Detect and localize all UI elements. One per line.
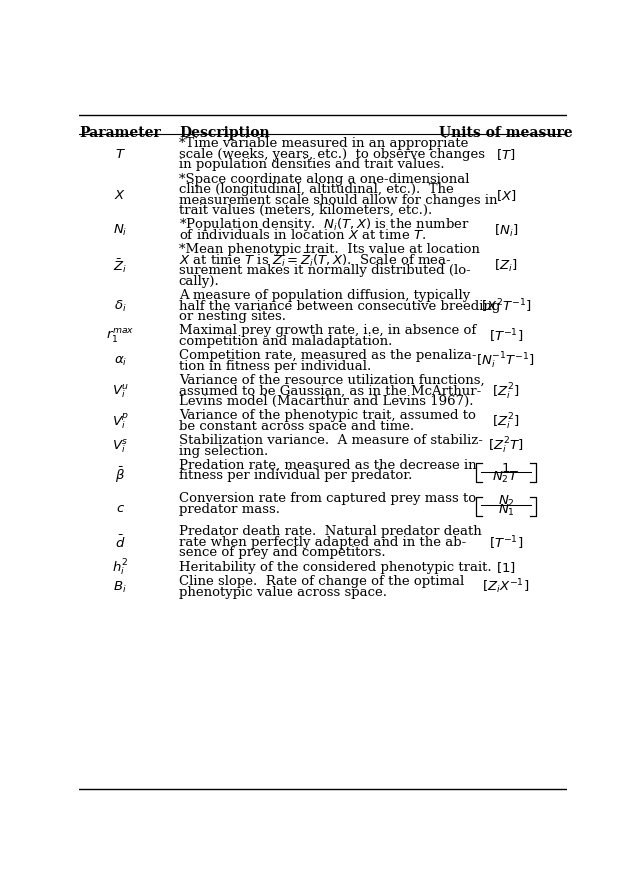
Text: $X$ at time $T$ is $\bar{Z}_i = \bar{Z}_i(T,X)$.  Scale of mea-: $X$ at time $T$ is $\bar{Z}_i = \bar{Z}_… (179, 251, 452, 269)
Text: $[N_i]$: $[N_i]$ (494, 222, 518, 239)
Text: fitness per individual per predator.: fitness per individual per predator. (179, 469, 412, 482)
Text: $[Z_i X^{-1}]$: $[Z_i X^{-1}]$ (483, 578, 530, 596)
Text: scale (weeks, years, etc.)  to observe changes: scale (weeks, years, etc.) to observe ch… (179, 148, 485, 161)
Text: $r_1^{max}$: $r_1^{max}$ (106, 328, 134, 345)
Text: $V_i^s$: $V_i^s$ (112, 437, 129, 455)
Text: of individuals in location $X$ at time $T$.: of individuals in location $X$ at time $… (179, 229, 426, 242)
Text: $[Z_i^2 T]$: $[Z_i^2 T]$ (488, 436, 524, 457)
Text: be constant across space and time.: be constant across space and time. (179, 420, 414, 433)
Text: half the variance between consecutive breeding: half the variance between consecutive br… (179, 300, 500, 312)
Text: trait values (meters, kilometers, etc.).: trait values (meters, kilometers, etc.). (179, 204, 432, 217)
Text: predator mass.: predator mass. (179, 503, 280, 515)
Text: ing selection.: ing selection. (179, 445, 268, 457)
Text: $[Z_i^2]$: $[Z_i^2]$ (492, 381, 520, 401)
Text: Variance of the resource utilization functions,: Variance of the resource utilization fun… (179, 374, 484, 387)
Text: tion in fitness per individual.: tion in fitness per individual. (179, 360, 371, 373)
Text: *Time variable measured in an appropriate: *Time variable measured in an appropriat… (179, 137, 468, 150)
Text: $V_i^u$: $V_i^u$ (112, 383, 129, 400)
Text: $[T^{-1}]$: $[T^{-1}]$ (489, 328, 523, 345)
Text: Cline slope.  Rate of change of the optimal: Cline slope. Rate of change of the optim… (179, 575, 464, 588)
Text: in population densities and trait values.: in population densities and trait values… (179, 158, 444, 171)
Text: $T$: $T$ (115, 148, 126, 161)
Text: $[X]$: $[X]$ (496, 188, 516, 203)
Text: Variance of the phenotypic trait, assumed to: Variance of the phenotypic trait, assume… (179, 409, 476, 423)
Text: $\bar{\beta}$: $\bar{\beta}$ (115, 465, 125, 485)
Text: phenotypic value across space.: phenotypic value across space. (179, 586, 387, 598)
Text: $[X^2T^{-1}]$: $[X^2T^{-1}]$ (481, 297, 531, 315)
Text: $N_2$: $N_2$ (498, 494, 514, 509)
Text: Units of measure: Units of measure (439, 126, 573, 140)
Text: Maximal prey growth rate, i.e, in absence of: Maximal prey growth rate, i.e, in absenc… (179, 324, 476, 337)
Text: $\delta_i$: $\delta_i$ (114, 299, 127, 314)
Text: Conversion rate from captured prey mass to: Conversion rate from captured prey mass … (179, 492, 476, 506)
Text: $[T]$: $[T]$ (496, 147, 516, 162)
Text: Predation rate, measured as the decrease in: Predation rate, measured as the decrease… (179, 459, 476, 472)
Text: measurement scale should allow for changes in: measurement scale should allow for chang… (179, 194, 497, 206)
Text: $B_i$: $B_i$ (113, 579, 127, 595)
Text: cline (longitudinal, altitudinal, etc.).  The: cline (longitudinal, altitudinal, etc.).… (179, 183, 454, 196)
Text: cally).: cally). (179, 275, 220, 287)
Text: competition and maladaptation.: competition and maladaptation. (179, 335, 392, 348)
Text: $[1]$: $[1]$ (496, 560, 516, 575)
Text: Parameter: Parameter (79, 126, 161, 140)
Text: $N_1$: $N_1$ (498, 503, 515, 518)
Text: $[T^{-1}]$: $[T^{-1}]$ (489, 534, 523, 552)
Text: rate when perfectly adapted and in the ab-: rate when perfectly adapted and in the a… (179, 536, 466, 549)
Text: $[N_i^{-1}T^{-1}]$: $[N_i^{-1}T^{-1}]$ (476, 352, 536, 371)
Text: $X$: $X$ (114, 189, 126, 202)
Text: *Mean phenotypic trait.  Its value at location: *Mean phenotypic trait. Its value at loc… (179, 243, 479, 256)
Text: $[Z_i]$: $[Z_i]$ (495, 258, 518, 274)
Text: Levins model (Macarthur and Levins 1967).: Levins model (Macarthur and Levins 1967)… (179, 395, 473, 408)
Text: *Population density.  $N_i(T,X)$ is the number: *Population density. $N_i(T,X)$ is the n… (179, 216, 470, 233)
Text: assumed to be Gaussian, as in the McArthur-: assumed to be Gaussian, as in the McArth… (179, 384, 481, 398)
Text: $\alpha_i$: $\alpha_i$ (113, 355, 127, 368)
Text: $h_i^2$: $h_i^2$ (112, 557, 129, 578)
Text: Stabilization variance.  A measure of stabiliz-: Stabilization variance. A measure of sta… (179, 434, 483, 447)
Text: surement makes it normally distributed (lo-: surement makes it normally distributed (… (179, 264, 471, 278)
Text: Competition rate, measured as the penaliza-: Competition rate, measured as the penali… (179, 349, 476, 362)
Text: or nesting sites.: or nesting sites. (179, 310, 286, 323)
Text: Description: Description (179, 126, 270, 140)
Text: $1$: $1$ (501, 462, 510, 474)
Text: $\bar{d}$: $\bar{d}$ (115, 535, 125, 551)
Text: Heritability of the considered phenotypic trait.: Heritability of the considered phenotypi… (179, 561, 491, 574)
Text: $N_i$: $N_i$ (113, 223, 127, 239)
Text: sence of prey and competitors.: sence of prey and competitors. (179, 546, 386, 560)
Text: $\bar{Z}_i$: $\bar{Z}_i$ (113, 257, 127, 275)
Text: $V_i^p$: $V_i^p$ (112, 411, 129, 432)
Text: A measure of population diffusion, typically: A measure of population diffusion, typic… (179, 289, 470, 302)
Text: $[Z_i^2]$: $[Z_i^2]$ (492, 411, 520, 432)
Text: $c$: $c$ (116, 502, 125, 515)
Text: *Space coordinate along a one-dimensional: *Space coordinate along a one-dimensiona… (179, 173, 469, 185)
Text: $N_2 T$: $N_2 T$ (493, 470, 520, 485)
Text: Predator death rate.  Natural predator death: Predator death rate. Natural predator de… (179, 525, 481, 538)
